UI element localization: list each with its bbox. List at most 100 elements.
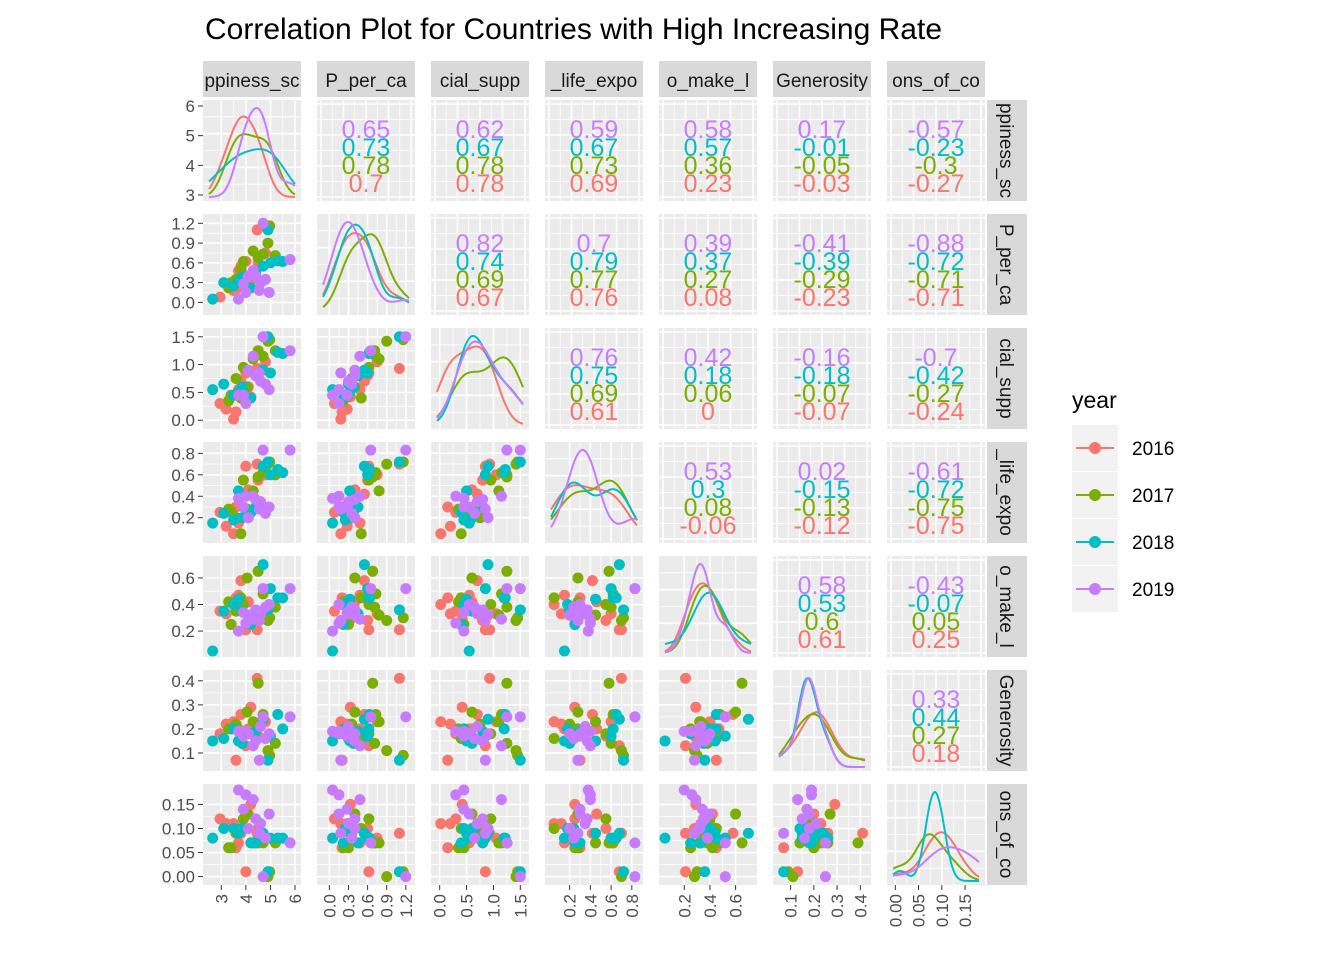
data-point: [466, 572, 478, 584]
data-point: [680, 740, 692, 752]
correlation-label: -0.3: [914, 152, 957, 180]
data-point: [778, 827, 790, 839]
y-tick-label: 0.5: [171, 383, 195, 402]
strip-right-group: ppiness_sc: [995, 103, 1016, 198]
x-tick-label: 0.00: [886, 894, 905, 927]
legend-key-point: [1089, 583, 1101, 595]
data-point: [579, 818, 591, 830]
data-point: [618, 604, 630, 616]
panel-2-4: 0.420.180.060: [659, 328, 757, 429]
data-point: [689, 871, 701, 883]
correlation-label: 0.39: [684, 230, 733, 258]
correlation-label: 0.69: [570, 380, 619, 408]
data-point: [605, 730, 617, 742]
data-point: [250, 837, 262, 849]
x-tick-label: 0.6: [727, 894, 746, 918]
y-tick-label: 1.2: [171, 214, 195, 233]
y-tick-label: 0.2: [171, 720, 195, 739]
strip-right: [987, 784, 1027, 885]
panel-0-5: 0.17-0.01-0.05-0.03: [773, 100, 871, 201]
data-point: [230, 754, 242, 766]
panel-4-5: 0.580.530.60.61: [773, 556, 871, 657]
panel-4-4: [659, 556, 757, 657]
data-point: [247, 740, 259, 752]
data-point: [710, 754, 722, 766]
panel-2-1: [317, 328, 415, 429]
data-point: [247, 613, 259, 625]
data-point: [680, 827, 692, 839]
data-point: [586, 575, 598, 587]
correlation-label: -0.07: [794, 398, 851, 426]
data-point: [393, 604, 405, 616]
x-tick-label: 0.9: [378, 894, 397, 918]
legend: year 2016 2017 2018 2019: [1072, 387, 1174, 612]
data-point: [558, 832, 570, 844]
data-point: [736, 837, 748, 849]
data-point: [349, 822, 361, 834]
data-point: [262, 754, 274, 766]
data-point: [455, 837, 467, 849]
y-axis-4: 0.2 0.4 0.6: [171, 569, 203, 641]
panel-1-6: -0.88-0.72-0.71-0.71: [887, 214, 985, 315]
strip-right-group: o_make_l: [995, 565, 1016, 647]
data-point: [806, 789, 818, 801]
data-point: [482, 460, 494, 472]
strip-top-label: _life_expo: [550, 71, 638, 92]
data-point: [572, 754, 584, 766]
data-point: [220, 520, 232, 532]
data-point: [558, 589, 570, 601]
data-point: [615, 745, 627, 757]
data-point: [456, 701, 468, 713]
data-point: [603, 565, 615, 577]
data-point: [363, 866, 375, 878]
data-point: [232, 293, 244, 305]
data-point: [501, 444, 513, 456]
data-point: [257, 711, 269, 723]
data-point: [450, 813, 462, 825]
strip-top: [317, 61, 415, 97]
correlation-label: 0.23: [684, 170, 733, 198]
y-tick-label: 0.9: [171, 234, 195, 253]
data-point: [354, 740, 366, 752]
x-tick-label: 0.1: [782, 894, 801, 918]
data-point: [257, 871, 269, 883]
data-point: [471, 721, 483, 733]
panel-1-0: [203, 214, 301, 315]
strip-right-label: o_make_l: [995, 565, 1016, 647]
data-point: [346, 378, 358, 390]
panel-6-2: [431, 784, 529, 885]
data-point: [247, 350, 259, 362]
data-point: [704, 808, 716, 820]
data-point: [230, 406, 242, 418]
correlation-label: 0.74: [456, 248, 505, 276]
data-point: [207, 293, 219, 305]
data-point: [514, 871, 526, 883]
strip-right: [987, 556, 1027, 657]
correlation-label: 0.42: [684, 344, 733, 372]
data-point: [240, 866, 252, 878]
data-point: [336, 406, 348, 418]
correlation-label: -0.12: [794, 512, 851, 540]
data-point: [736, 677, 748, 689]
strip-top: [431, 61, 529, 97]
correlation-label: 0.7: [349, 170, 384, 198]
data-point: [242, 822, 254, 834]
strip-right-label: ppiness_sc: [995, 103, 1016, 198]
data-point: [232, 625, 244, 637]
correlation-label: -0.61: [908, 458, 965, 486]
data-point: [218, 507, 230, 519]
panel-4-0: [203, 556, 301, 657]
y-tick-label: 0.3: [171, 274, 195, 293]
data-point: [829, 798, 841, 810]
data-point: [482, 559, 494, 571]
data-point: [272, 832, 284, 844]
data-point: [393, 672, 405, 684]
strip-right-label: P_per_ca: [995, 224, 1016, 306]
data-point: [699, 754, 711, 766]
data-point: [629, 837, 641, 849]
data-point: [257, 217, 269, 229]
panel-5-3: [545, 670, 643, 771]
panel-1-2: 0.820.740.690.67: [431, 214, 529, 315]
